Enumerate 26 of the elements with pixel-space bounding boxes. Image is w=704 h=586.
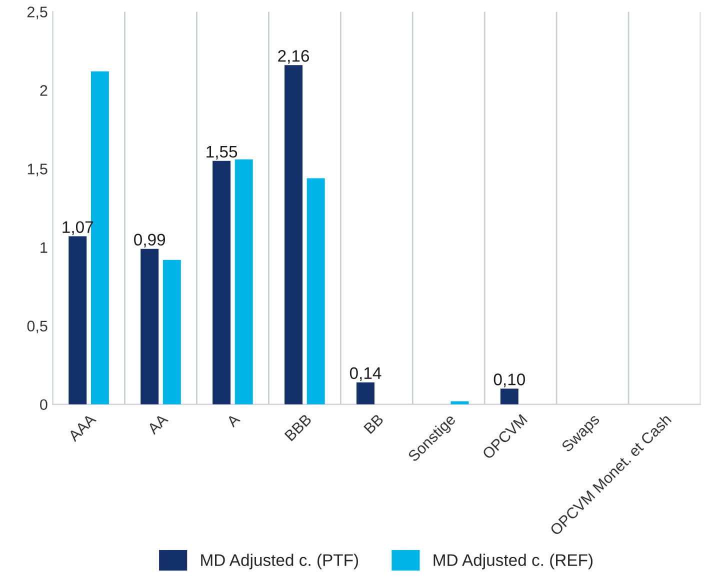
bar	[356, 382, 374, 404]
x-tick-label: AA	[146, 413, 169, 435]
y-tick-label: 0,5	[27, 320, 48, 334]
legend-label: MD Adjusted c. (PTF)	[201, 554, 358, 570]
y-tick-label: 0	[40, 399, 48, 410]
bar	[234, 159, 253, 404]
y-tick-label: 2,5	[27, 6, 48, 20]
data-label: 2,16	[278, 50, 310, 64]
bar	[284, 65, 303, 404]
x-tick-label: A	[226, 413, 241, 428]
bar	[68, 236, 87, 404]
data-label: 1,55	[206, 146, 238, 160]
y-tick-label: 2	[40, 85, 48, 96]
x-tick-label: BB	[364, 414, 384, 434]
data-label: 0,14	[350, 367, 382, 382]
bar	[162, 260, 181, 404]
data-label: 0,10	[494, 374, 525, 388]
bar	[306, 178, 325, 404]
bar	[500, 388, 518, 404]
legend-label: MD Adjusted c. (REF)	[434, 554, 592, 570]
y-tick-label: 1,5	[28, 164, 48, 176]
data-label: 0,99	[134, 234, 166, 248]
bar	[140, 248, 159, 404]
bar	[212, 160, 231, 404]
y-tick-label: 1	[40, 242, 48, 253]
bar	[450, 401, 469, 404]
